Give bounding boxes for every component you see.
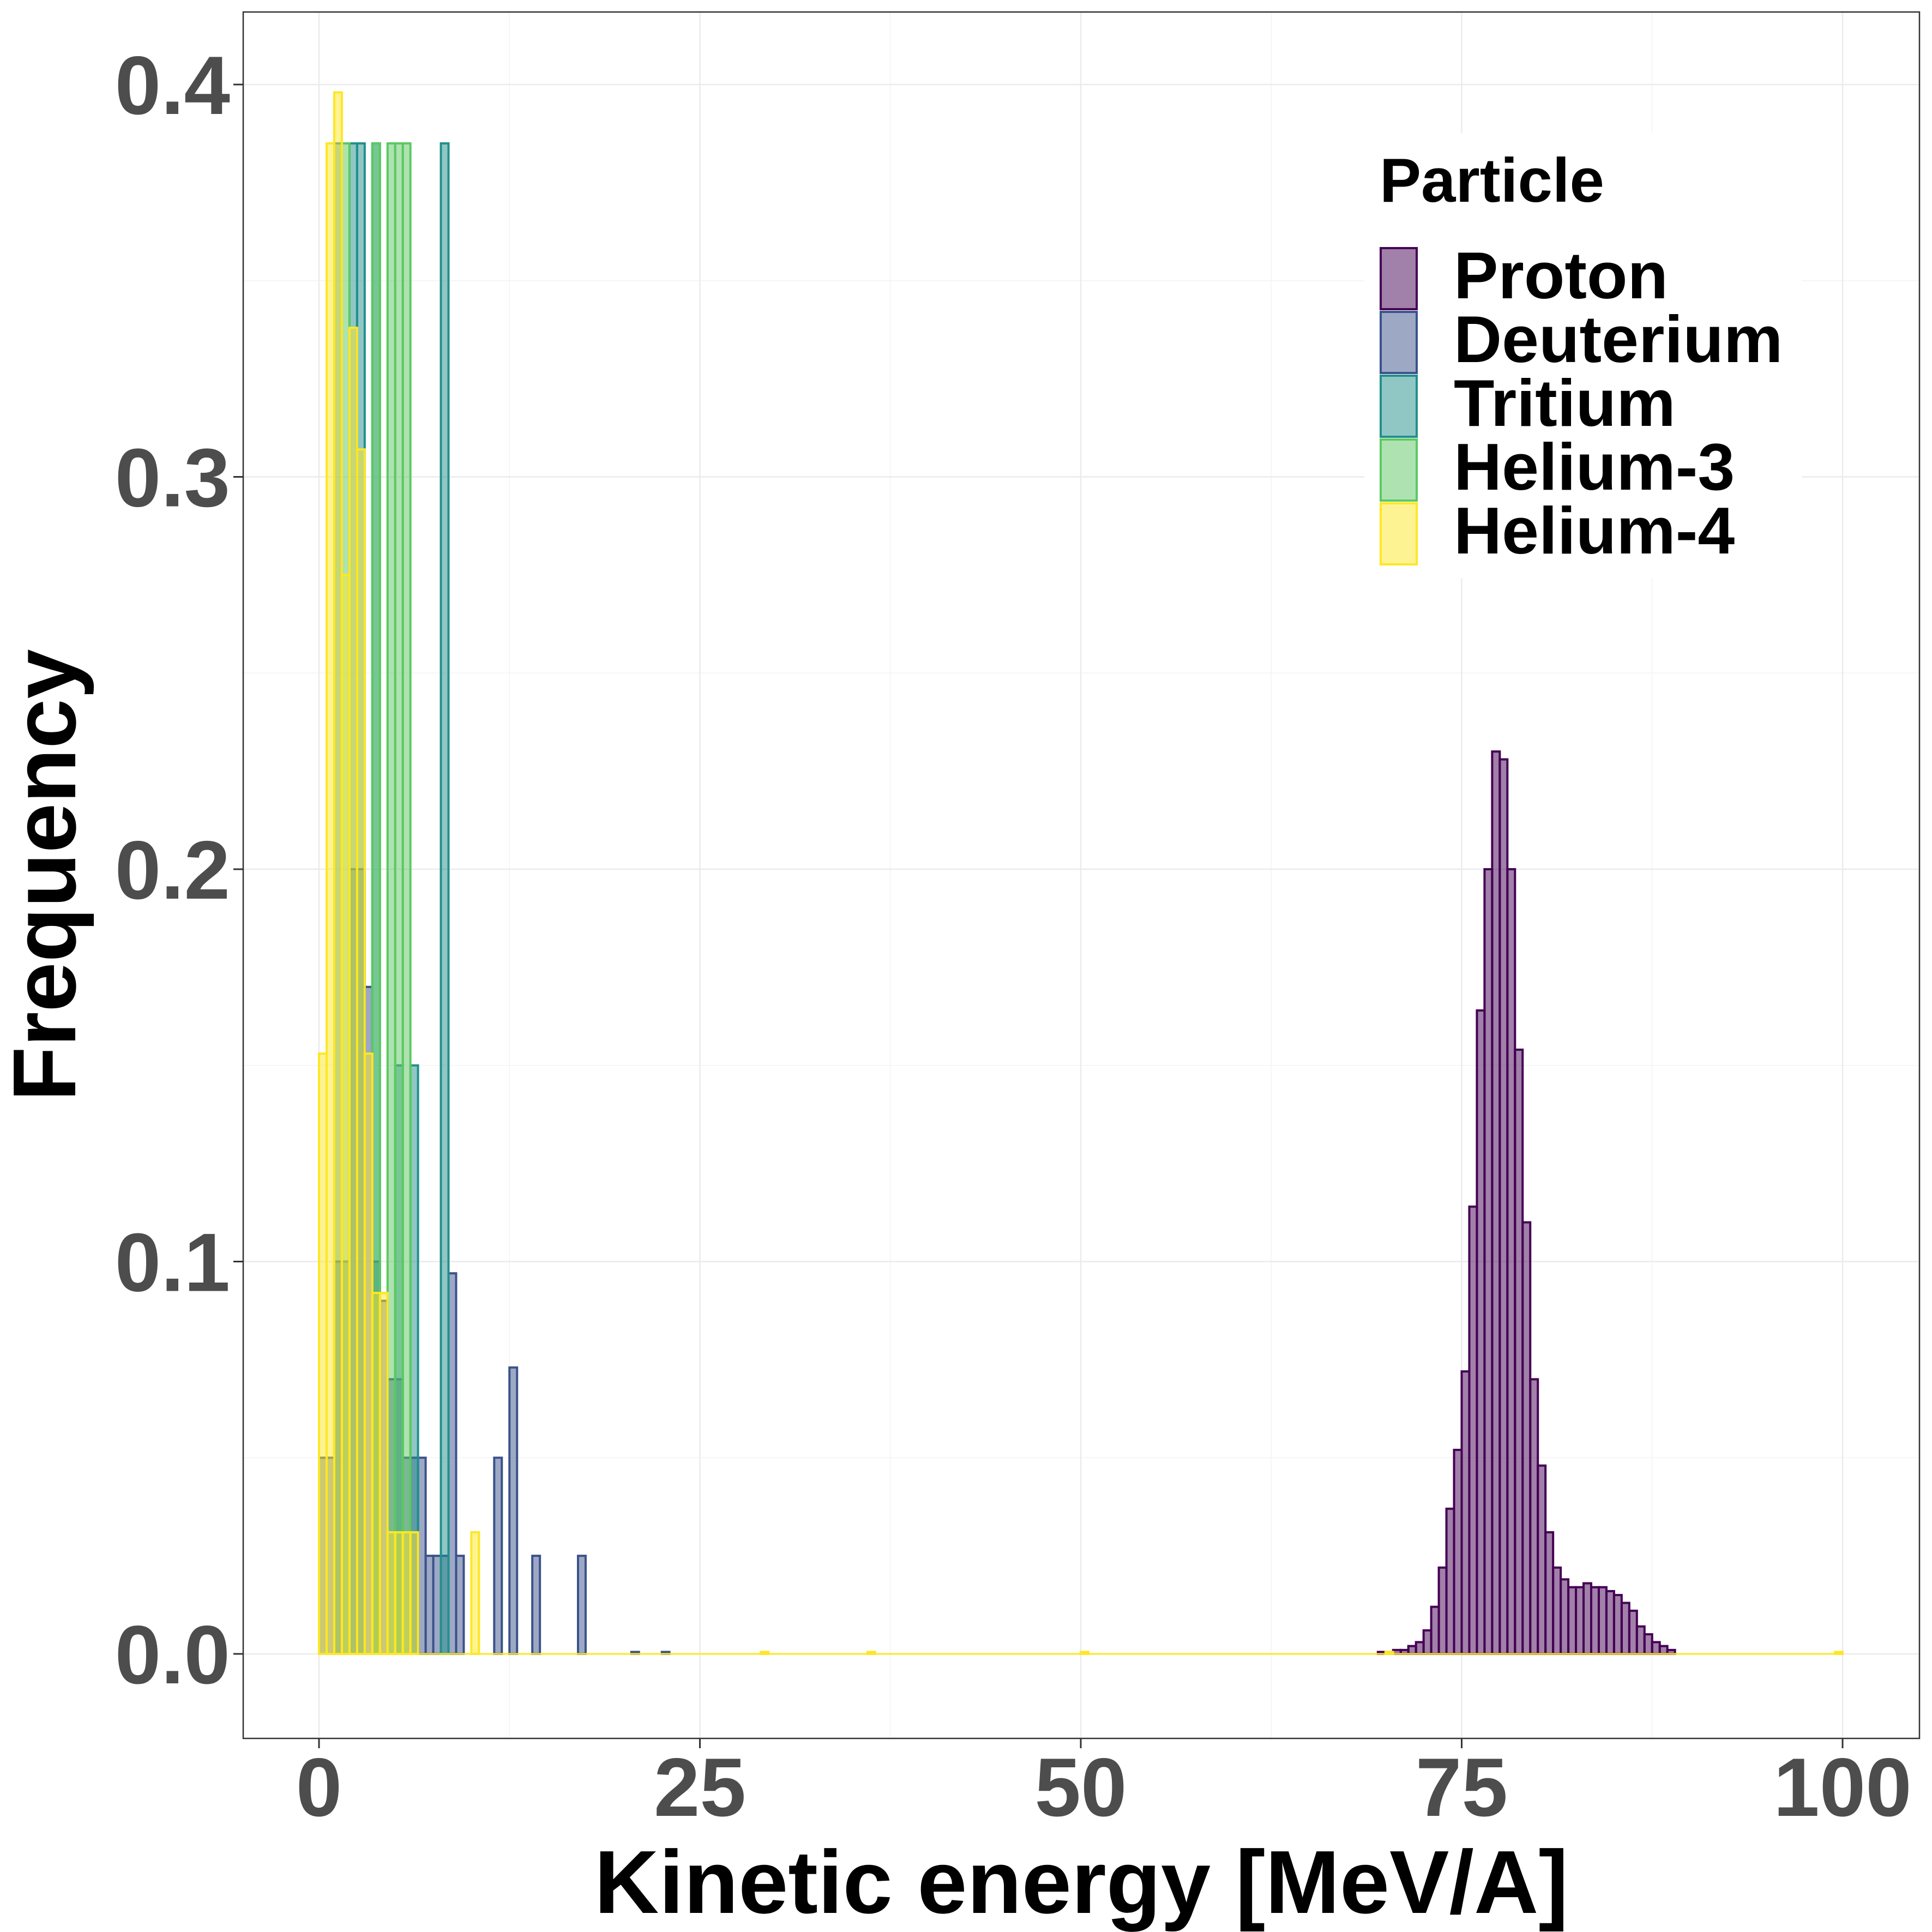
- histogram-bar: [1612, 1594, 1623, 1655]
- y-axis: 0.0 0.1 0.2 0.3 0.4: [115, 39, 243, 1701]
- histogram-bar: [1582, 1582, 1592, 1655]
- histogram-bar: [1628, 1609, 1638, 1655]
- histogram-bar: [394, 142, 404, 1655]
- histogram-bar: [1415, 1641, 1425, 1656]
- y-axis-title: Frequency: [0, 649, 94, 1101]
- x-tick-label: 0: [296, 1741, 342, 1834]
- histogram-bar: [1445, 1507, 1455, 1655]
- histogram-bar: [386, 142, 396, 1655]
- histogram-bar: [440, 142, 450, 1655]
- x-tick-label: 100: [1773, 1741, 1912, 1834]
- y-tick-label: 0.1: [115, 1217, 230, 1309]
- histogram-bar: [576, 1555, 587, 1655]
- histogram-bar: [348, 327, 358, 1655]
- y-tick-label: 0.4: [115, 39, 230, 132]
- histogram-bar: [455, 1555, 465, 1655]
- histogram-bar: [371, 1292, 381, 1656]
- histogram-bar: [325, 142, 335, 1655]
- legend-label: Proton: [1454, 238, 1668, 312]
- histogram-bars: [318, 91, 1844, 1656]
- histogram-bar: [394, 1531, 404, 1656]
- legend-item: Deuterium: [1380, 302, 1783, 376]
- histogram-bar: [333, 91, 343, 1656]
- histogram-bar: [424, 1555, 435, 1655]
- histogram-bar: [1468, 1205, 1478, 1655]
- histogram-bar: [1521, 1221, 1532, 1656]
- legend-label: Helium-3: [1454, 430, 1735, 504]
- y-tick-label: 0.3: [115, 432, 230, 525]
- legend-label: Helium-4: [1454, 493, 1735, 568]
- x-axis-title: Kinetic energy [MeV/A]: [594, 1832, 1568, 1932]
- histogram-bar: [1437, 1566, 1448, 1655]
- histogram-bar: [1575, 1586, 1585, 1656]
- series-helium-3: [340, 142, 412, 1655]
- histogram-bar: [340, 574, 351, 1655]
- histogram-bar: [1491, 750, 1501, 1655]
- legend-title: Particle: [1380, 146, 1604, 215]
- series-proton: [1376, 750, 1676, 1656]
- legend-swatch: [1380, 438, 1418, 502]
- histogram-bar: [386, 1531, 396, 1656]
- histogram-bar: [1483, 868, 1494, 1655]
- histogram-bar: [1529, 1378, 1539, 1656]
- histogram-bar: [1643, 1633, 1653, 1655]
- histogram-bar: [409, 1531, 419, 1656]
- histogram-bar: [1597, 1586, 1608, 1656]
- x-tick-label: 75: [1416, 1741, 1508, 1834]
- histogram-bar: [1407, 1645, 1417, 1656]
- x-tick-label: 50: [1034, 1741, 1127, 1834]
- histogram-bar: [363, 1052, 374, 1655]
- legend-swatch: [1380, 247, 1418, 310]
- histogram-bar: [1560, 1578, 1570, 1655]
- histogram-bar: [1537, 1464, 1547, 1655]
- legend-label: Deuterium: [1454, 302, 1783, 376]
- histogram-bar: [493, 1456, 503, 1655]
- histogram-bar: [1506, 868, 1516, 1655]
- x-axis: 0 25 50 75 100: [296, 1738, 1912, 1834]
- histogram-bar: [1620, 1602, 1630, 1656]
- histogram-bar: [1460, 1370, 1471, 1655]
- histogram-bar: [1567, 1586, 1578, 1656]
- histogram-bar: [1498, 758, 1509, 1655]
- histogram-bar: [1514, 1048, 1524, 1655]
- histogram-bar: [318, 1052, 328, 1655]
- y-tick-label: 0.2: [115, 824, 230, 917]
- legend-item: Helium-4: [1380, 493, 1735, 568]
- histogram-bar: [1430, 1605, 1440, 1655]
- legend-swatch: [1380, 375, 1418, 438]
- histogram-bar: [1544, 1531, 1555, 1656]
- x-tick-label: 25: [654, 1741, 746, 1834]
- histogram-bar: [401, 1531, 412, 1656]
- histogram-bar: [417, 1456, 427, 1655]
- histogram-bar: [378, 1292, 389, 1656]
- histogram-bar: [432, 1555, 442, 1655]
- legend-item: Proton: [1380, 238, 1668, 312]
- histogram-bar: [401, 142, 412, 1655]
- y-tick-label: 0.0: [115, 1609, 230, 1701]
- histogram-bar: [1552, 1566, 1562, 1655]
- histogram-bar: [1635, 1625, 1646, 1656]
- histogram-bar: [1590, 1586, 1600, 1656]
- histogram-bar: [470, 1531, 480, 1656]
- histogram-bar: [1605, 1590, 1615, 1655]
- legend-item: Helium-3: [1380, 430, 1735, 504]
- series-helium-4: [318, 91, 1844, 1656]
- legend-item: Tritium: [1380, 366, 1676, 440]
- histogram-bar: [1651, 1641, 1661, 1656]
- histogram-bar: [447, 1272, 458, 1655]
- legend-label: Tritium: [1454, 366, 1676, 440]
- histogram-bar: [356, 448, 366, 1655]
- histogram-bar: [1453, 1448, 1463, 1656]
- histogram-bar: [1658, 1645, 1669, 1656]
- legend-swatch: [1380, 502, 1418, 565]
- legend: Particle ProtonDeuteriumTritiumHelium-3H…: [1364, 133, 1802, 578]
- legend-background: [1364, 133, 1802, 578]
- histogram-bar: [531, 1555, 541, 1655]
- histogram-bar: [1476, 1009, 1486, 1655]
- histogram-bar: [508, 1366, 519, 1655]
- histogram-bar: [1422, 1629, 1433, 1656]
- legend-swatch: [1380, 311, 1418, 374]
